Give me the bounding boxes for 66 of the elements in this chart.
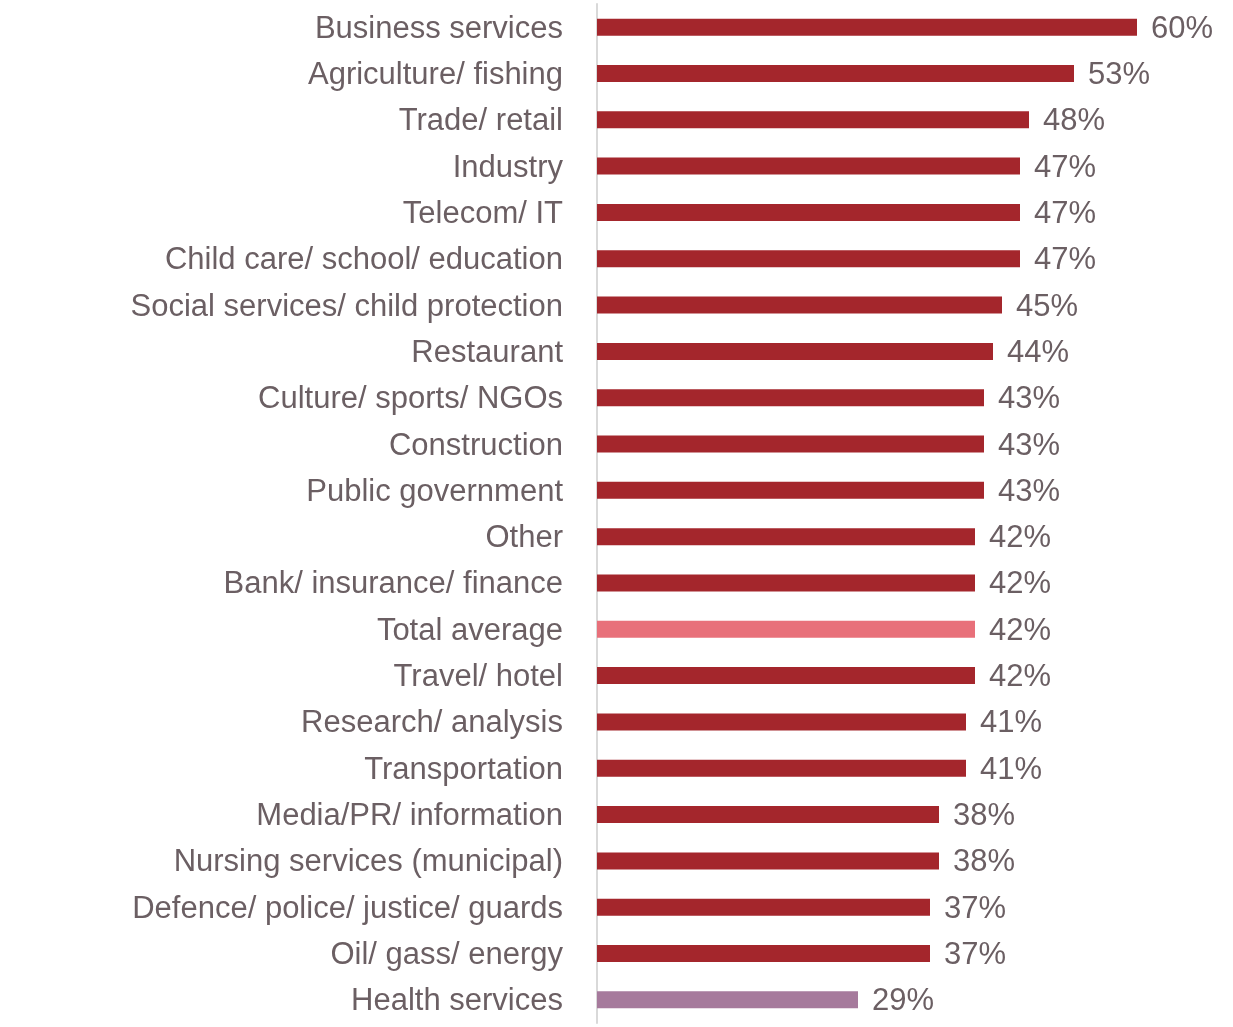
data-label: 47% — [1034, 241, 1097, 277]
y-tick-label: Public government — [306, 472, 564, 508]
data-label: 42% — [989, 658, 1052, 694]
y-tick-label: Transportation — [364, 750, 563, 786]
y-tick-label: Trade/ retail — [398, 102, 563, 138]
data-label: 48% — [1043, 102, 1106, 138]
bar — [597, 64, 1074, 82]
bar — [597, 713, 966, 731]
bar — [597, 991, 858, 1009]
y-tick-label: Health services — [351, 982, 563, 1018]
y-tick-label: Business services — [314, 9, 563, 45]
y-tick-label: Construction — [388, 426, 563, 462]
bar — [597, 806, 939, 824]
bar — [597, 111, 1029, 129]
data-label: 60% — [1151, 9, 1214, 45]
y-tick-label: Child care/ school/ education — [164, 241, 563, 277]
data-label: 47% — [1034, 148, 1097, 184]
data-label: 45% — [1016, 287, 1079, 323]
y-tick-label: Industry — [452, 148, 564, 184]
y-tick-label: Total average — [376, 611, 563, 647]
bar — [597, 667, 975, 685]
data-label: 44% — [1007, 333, 1070, 369]
y-tick-label: Agriculture/ fishing — [307, 55, 563, 91]
data-label: 41% — [980, 750, 1043, 786]
bar — [597, 852, 939, 870]
data-label: 29% — [872, 982, 935, 1018]
bar — [597, 620, 975, 638]
y-tick-label: Media/PR/ information — [256, 797, 563, 833]
bar — [597, 481, 984, 499]
y-tick-label: Telecom/ IT — [402, 194, 564, 230]
y-tick-label: Defence/ police/ justice/ guards — [132, 889, 563, 925]
bar — [597, 250, 1020, 268]
data-label: 42% — [989, 611, 1052, 647]
bar — [597, 203, 1020, 221]
y-tick-label: Restaurant — [411, 333, 564, 369]
data-label: 41% — [980, 704, 1043, 740]
data-label: 38% — [953, 797, 1016, 833]
bar — [597, 342, 993, 360]
data-label: 43% — [998, 472, 1061, 508]
bar — [597, 296, 1002, 314]
bar — [597, 945, 930, 963]
y-tick-label: Bank/ insurance/ finance — [223, 565, 563, 601]
data-label: 38% — [953, 843, 1016, 879]
data-label: 37% — [944, 936, 1007, 972]
data-label: 47% — [1034, 194, 1097, 230]
bar — [597, 157, 1020, 175]
bar — [597, 18, 1137, 36]
data-label: 53% — [1088, 55, 1151, 91]
y-tick-label: Nursing services (municipal) — [173, 843, 563, 879]
y-tick-label: Other — [485, 519, 563, 555]
bar — [597, 435, 984, 453]
data-label: 43% — [998, 380, 1061, 416]
data-label: 43% — [998, 426, 1061, 462]
y-tick-label: Oil/ gass/ energy — [330, 936, 564, 972]
y-tick-label: Travel/ hotel — [393, 658, 563, 694]
bar — [597, 528, 975, 546]
data-label: 37% — [944, 889, 1007, 925]
y-tick-label: Research/ analysis — [301, 704, 563, 740]
data-label: 42% — [989, 519, 1052, 555]
data-label: 42% — [989, 565, 1052, 601]
bar — [597, 898, 930, 916]
bar — [597, 759, 966, 777]
y-tick-label: Social services/ child protection — [130, 287, 563, 323]
y-tick-label: Culture/ sports/ NGOs — [258, 380, 563, 416]
bar — [597, 574, 975, 592]
bar — [597, 389, 984, 407]
